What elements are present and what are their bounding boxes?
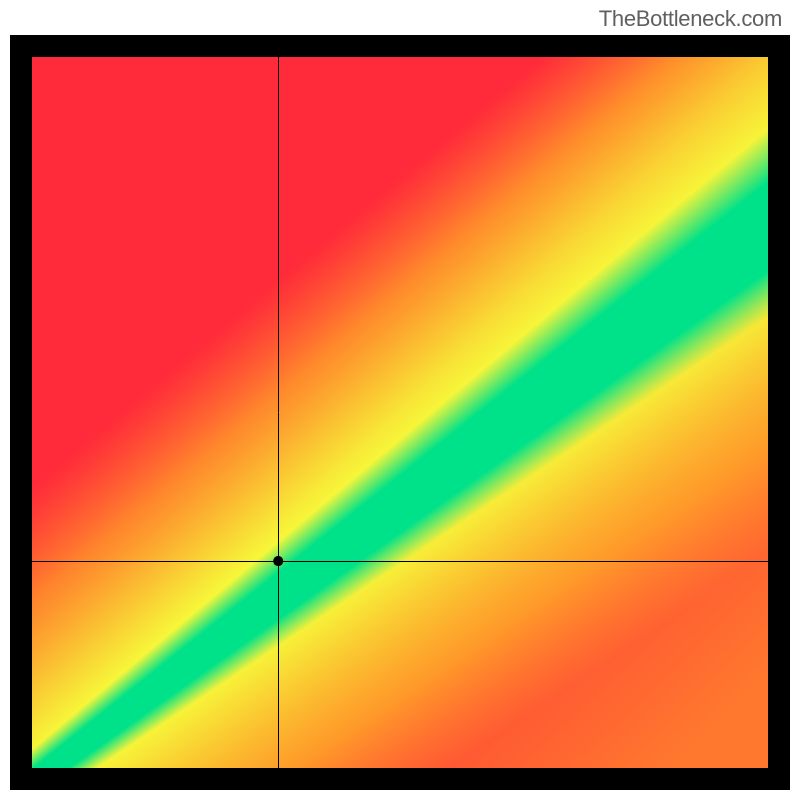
heatmap-canvas <box>32 57 768 768</box>
attribution-text: TheBottleneck.com <box>599 6 782 32</box>
chart-frame <box>10 35 790 790</box>
chart-container: TheBottleneck.com <box>0 0 800 800</box>
chart-plot-area <box>32 57 768 768</box>
